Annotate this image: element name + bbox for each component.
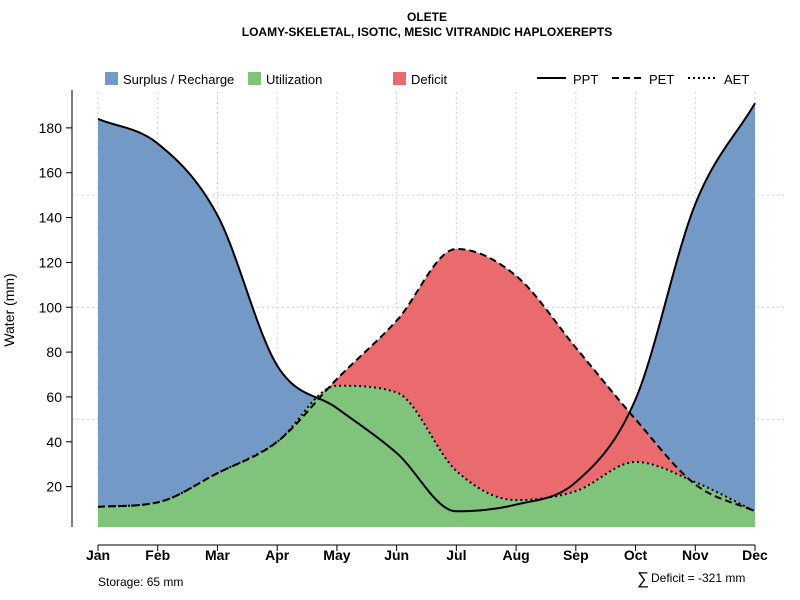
y-tick-label: 40 — [46, 434, 62, 450]
y-tick-label: 80 — [46, 344, 62, 360]
legend-swatch-surplus — [105, 72, 118, 85]
y-tick-label: 20 — [46, 479, 62, 495]
legend-label-aet: AET — [724, 72, 749, 87]
chart-title: OLETE — [407, 10, 447, 24]
x-tick-label-jun: Jun — [384, 547, 409, 563]
legend-label-pet: PET — [649, 72, 674, 87]
x-tick-label-jul: Jul — [446, 547, 466, 563]
storage-note: Storage: 65 mm — [98, 575, 183, 589]
x-tick-label-mar: Mar — [205, 547, 230, 563]
y-tick-label: 180 — [39, 120, 63, 136]
legend-swatch-deficit — [393, 72, 406, 85]
axes: 20 40 60 80 100 120 140 160 180 Jan Feb Mar Apr May Ju… — [39, 90, 768, 563]
legend-label-utilization: Utilization — [266, 72, 322, 87]
legend: Surplus / Recharge Utilization Deficit P… — [105, 72, 749, 87]
y-tick-label: 160 — [39, 165, 63, 181]
y-tick-label: 120 — [39, 254, 63, 270]
series-line-ppt — [97, 102, 756, 513]
x-tick-label-oct: Oct — [624, 547, 648, 563]
series-lines — [97, 102, 756, 513]
area-utilization — [98, 385, 755, 527]
x-tick-label-sep: Sep — [563, 547, 589, 563]
x-tick-label-jan: Jan — [86, 547, 110, 563]
legend-swatch-utilization — [248, 72, 261, 85]
sum-symbol: ∑ — [637, 569, 649, 588]
legend-label-surplus: Surplus / Recharge — [123, 72, 234, 87]
x-tick-label-nov: Nov — [682, 547, 709, 563]
series-line-pet — [97, 247, 756, 513]
x-tick-label-aug: Aug — [502, 547, 529, 563]
y-tick-label: 140 — [39, 210, 63, 226]
x-tick-label-apr: Apr — [265, 547, 290, 563]
areas — [98, 103, 755, 527]
deficit-note: Deficit = -321 mm — [651, 571, 745, 585]
area-surplus-recharge — [98, 103, 755, 512]
chart-subtitle: LOAMY-SKELETAL, ISOTIC, MESIC VITRANDIC … — [242, 25, 612, 39]
legend-label-ppt: PPT — [573, 72, 598, 87]
y-tick-label: 100 — [39, 299, 63, 315]
legend-label-deficit: Deficit — [411, 72, 448, 87]
x-tick-label-may: May — [323, 547, 350, 563]
y-axis-label: Water (mm) — [1, 273, 17, 346]
area-deficit — [98, 248, 755, 512]
x-tick-label-dec: Dec — [742, 547, 768, 563]
y-tick-label: 60 — [46, 389, 62, 405]
x-tick-label-feb: Feb — [145, 547, 170, 563]
